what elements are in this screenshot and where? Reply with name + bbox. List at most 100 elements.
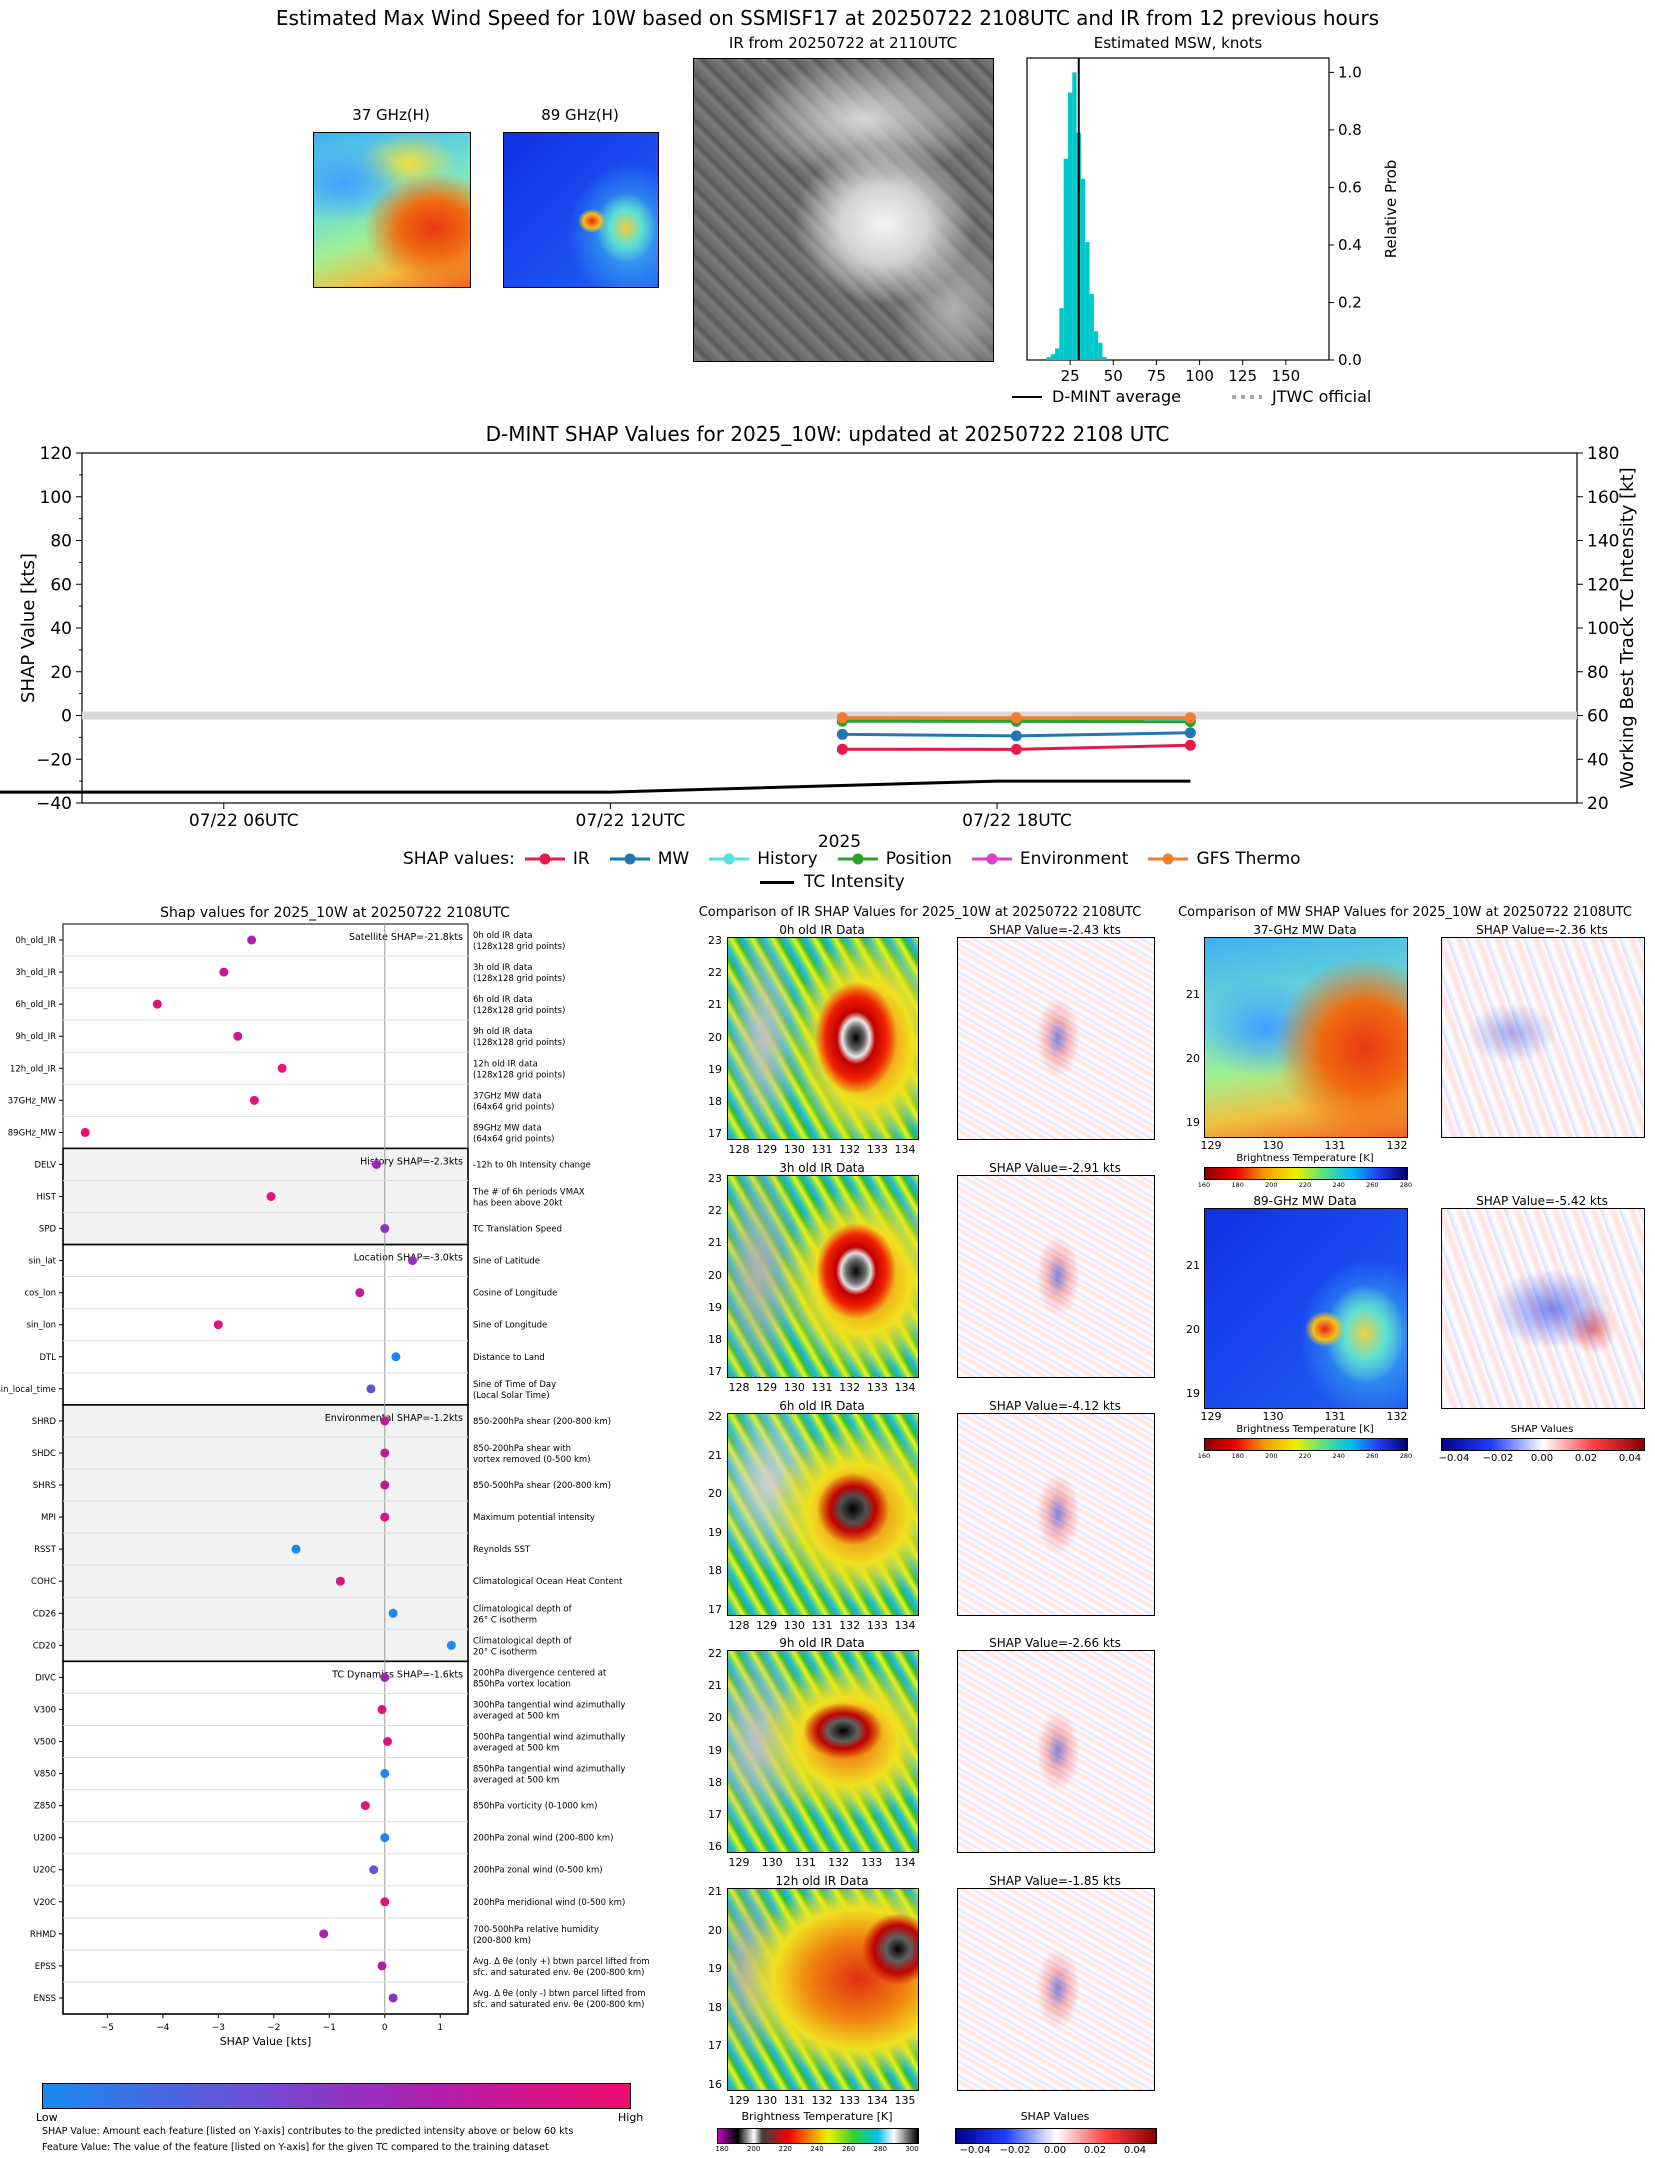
shap-point <box>383 1737 393 1746</box>
shap-xtick-label: −1 <box>323 2023 336 2033</box>
hist-bar <box>1067 92 1073 360</box>
mw-cbar-tick: 180 <box>1231 1181 1244 1189</box>
shap-feature-desc: Sine of Longitude <box>473 1321 547 1331</box>
shap-feature-desc: The # of 6h periods VMAX <box>472 1188 585 1198</box>
ir-ytick-label: 18 <box>708 2000 722 2014</box>
hist-xtick-label: 150 <box>1272 367 1301 385</box>
shap-point <box>388 1608 398 1618</box>
ir-xtick-label: 130 <box>783 1143 805 1156</box>
mw-ytick-label: 21 <box>1186 988 1200 1001</box>
ir-row-shap-image <box>957 1888 1155 2091</box>
ir-ytick-label: 19 <box>708 1062 722 1076</box>
shap-point <box>355 1288 365 1298</box>
panel-89-title: 89 GHz(H) <box>541 106 619 124</box>
shap-xtick-label: 0 <box>382 2023 388 2033</box>
shap-feature-desc: 200hPa meridional wind (0-500 km) <box>473 1898 625 1908</box>
mw-xtick-label: 132 <box>1386 1139 1408 1152</box>
ts-ytick-label-right: 120 <box>1587 575 1619 595</box>
ir-ytick-label: 23 <box>708 934 722 947</box>
ts-ytick-label-left: 0 <box>61 707 72 727</box>
ir-satellite-image <box>693 58 994 362</box>
shap-feature-desc: 200hPa zonal wind (200-800 km) <box>473 1834 613 1844</box>
legend-item: Environment <box>971 849 1128 869</box>
ir-xtick-label: 133 <box>866 1143 888 1156</box>
ts-ylabel-left: SHAP Value [kts] <box>18 553 39 703</box>
intensity-legend-line <box>760 880 794 884</box>
series-point-ir <box>1184 739 1196 751</box>
ts-ytick-label-left: 20 <box>50 663 72 683</box>
shap-group-box <box>62 1660 469 2015</box>
legend-label: History <box>757 849 818 869</box>
shap-feature-desc: 850-200hPa shear with <box>473 1444 571 1454</box>
mw-row-image <box>1204 1208 1408 1409</box>
shap-feature-desc: 700-500hPa relative humidity <box>473 1925 599 1935</box>
series-point-gfs-thermo <box>1184 712 1196 724</box>
shap-point <box>277 1063 287 1073</box>
shap-note-1: SHAP Value: Amount each feature [listed … <box>42 2126 574 2137</box>
shap-feature-name: DIVC <box>35 1673 56 1683</box>
shap-point <box>380 1769 390 1779</box>
ts-ytick-label-right: 100 <box>1587 619 1619 639</box>
ir-row-image <box>727 1175 919 1378</box>
shap-xtick-label: 1 <box>437 2023 443 2033</box>
shap-xtick-label: −2 <box>267 2023 280 2033</box>
shap-xtick-label: −5 <box>101 2023 114 2033</box>
ts-ytick-label-right: 160 <box>1587 488 1619 508</box>
shap-point <box>369 1865 379 1875</box>
shap-point <box>247 935 257 945</box>
legend-prefix: SHAP values: <box>403 849 515 869</box>
hist-bar <box>1093 331 1099 360</box>
shap-panel-title: Shap values for 2025_10W at 20250722 210… <box>160 905 510 921</box>
mw-cbar-tick: 240 <box>1332 1181 1345 1189</box>
mw-xtick-label: 129 <box>1200 1410 1222 1423</box>
ir-shap-cbar-tick: 0.02 <box>1083 2145 1107 2156</box>
mw-ytick-label: 20 <box>1186 1052 1200 1065</box>
ir-xtick-label: 132 <box>839 1381 861 1394</box>
ir-xtick-label: 131 <box>811 1143 833 1156</box>
legend-marker <box>709 853 750 865</box>
shap-feature-name: CD20 <box>33 1641 56 1651</box>
mw-cbar-title: Brightness Temperature [K] <box>1236 1153 1374 1164</box>
ir-cbar-tick: 200 <box>746 2145 761 2153</box>
mw-cbar-tick: 280 <box>1399 1181 1413 1189</box>
shap-point <box>446 1640 456 1650</box>
shap-point <box>380 1672 390 1682</box>
ir-ytick-label: 21 <box>708 1236 722 1250</box>
shap-feature-desc: 850hPa tangential wind azimuthally <box>473 1765 625 1775</box>
shap-feature-desc: Cosine of Longitude <box>473 1289 557 1299</box>
ts-xtick-label: 07/22 18UTC <box>962 811 1072 831</box>
ts-legend-intensity: TC Intensity <box>760 872 905 892</box>
shap-feature-desc: 300hPa tangential wind azimuthally <box>473 1700 625 1710</box>
ir-ytick-label: 18 <box>708 1564 722 1578</box>
ir-row-shap-image <box>957 937 1155 1140</box>
ir-row-data-title: 0h old IR Data <box>779 923 865 937</box>
hist-bar <box>1046 357 1051 360</box>
shap-feature-name: 89GHz_MW <box>8 1128 57 1138</box>
shap-feature-name: DELV <box>34 1160 56 1170</box>
ir-row-shap-title: SHAP Value=-1.85 kts <box>989 1874 1121 1888</box>
hist-bar <box>1080 178 1086 360</box>
ts-ytick-label-right: 60 <box>1587 707 1609 727</box>
ir-row-shap-image <box>957 1413 1155 1616</box>
ir-xtick-label: 133 <box>866 1381 888 1394</box>
hist-ylabel: Relative Prob <box>1382 160 1400 259</box>
ir-ytick-label: 20 <box>708 1268 722 1282</box>
cbar-low-label: Low <box>36 2111 58 2124</box>
mw-row-data-title: 89-GHz MW Data <box>1253 1194 1357 1208</box>
ir-cbar-tick: 180 <box>715 2145 729 2153</box>
mw-cbar-tick: 280 <box>1399 1452 1413 1460</box>
shap-point <box>152 999 162 1009</box>
shap-feature-name: CD26 <box>33 1609 56 1619</box>
ir-xtick-label: 130 <box>783 1381 805 1394</box>
ir-ytick-label: 16 <box>708 1840 722 1853</box>
shap-feature-desc: 200hPa zonal wind (0-500 km) <box>473 1866 603 1876</box>
shap-feature-desc: Sine of Time of Day <box>473 1380 556 1390</box>
shap-point <box>219 967 229 977</box>
shap-xtick-label: −4 <box>156 2023 170 2033</box>
ir-cbar-tick: 260 <box>841 2145 856 2153</box>
shap-point <box>380 1224 390 1234</box>
shap-group-label: Location SHAP=-3.0kts <box>354 1253 463 1264</box>
hist-bar <box>1102 357 1107 360</box>
mw-cbar-tick: 160 <box>1197 1452 1211 1460</box>
ir-ytick-label: 21 <box>708 1885 722 1898</box>
